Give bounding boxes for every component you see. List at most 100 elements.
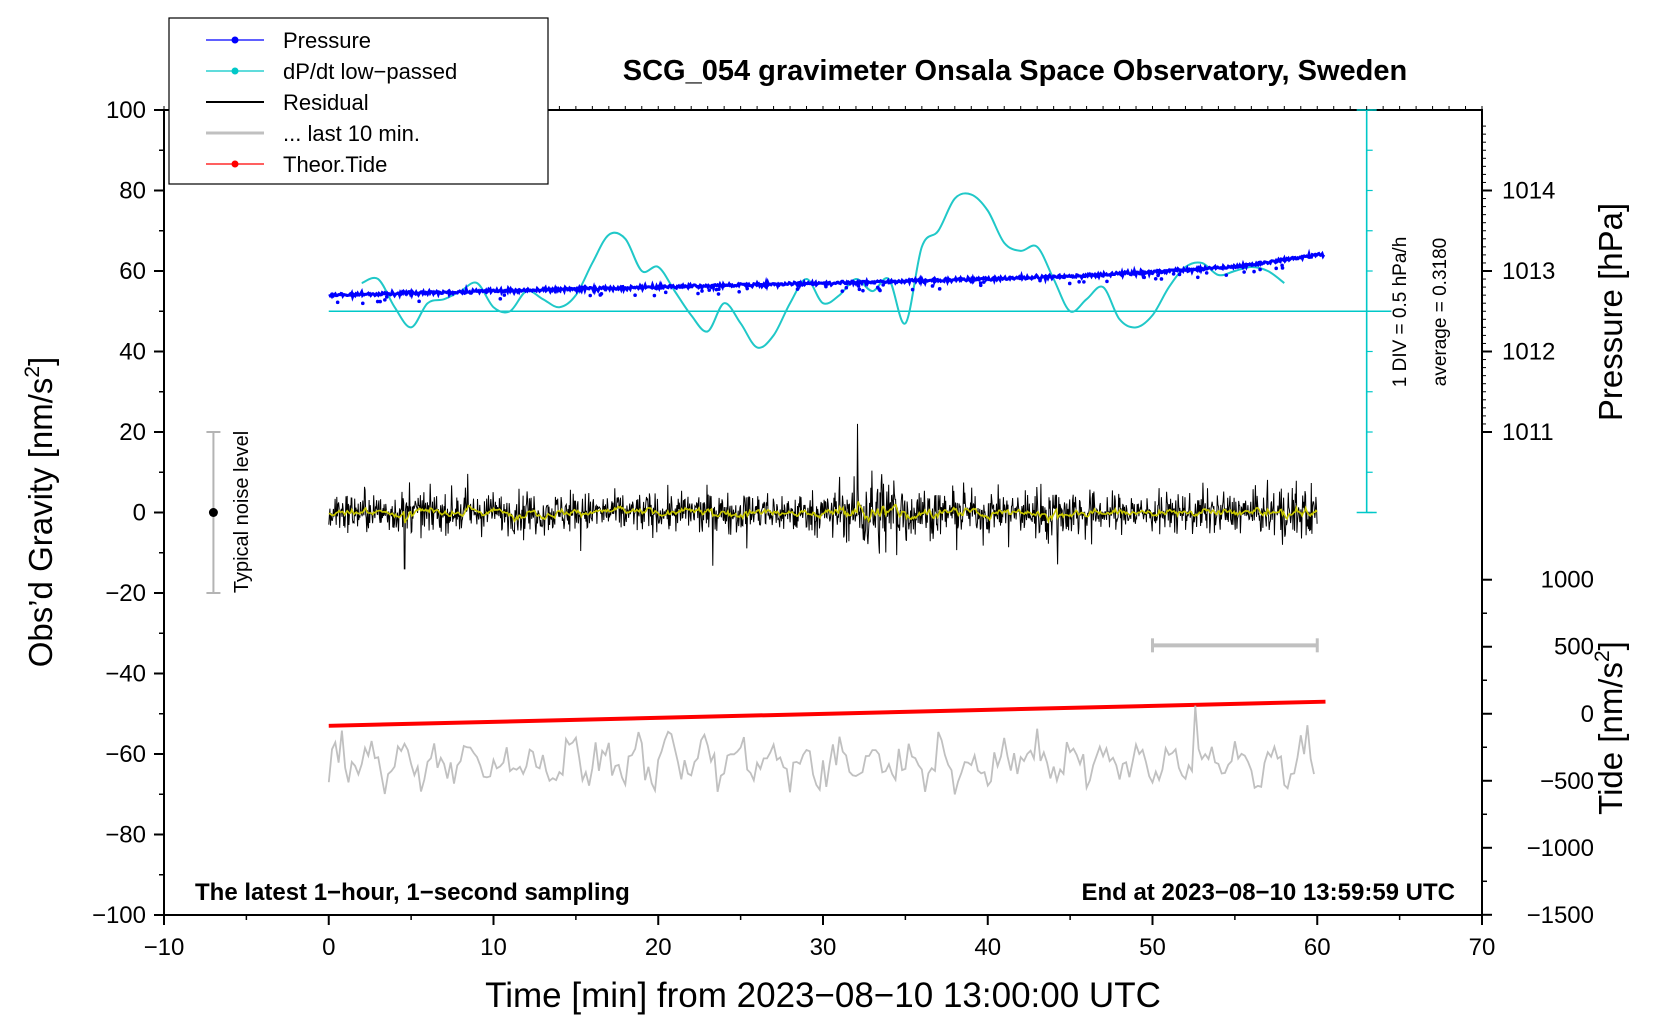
- pressure-series: [328, 248, 1326, 302]
- y-tick-label: −60: [105, 741, 146, 768]
- noise-bar-center: [208, 508, 218, 517]
- pressure-outlier: [633, 293, 637, 298]
- x-tick-label: 40: [974, 934, 1001, 961]
- pressure-outlier: [861, 288, 865, 293]
- y-axis-label-gravity: Obs’d Gravity [nm/s2]: [21, 357, 59, 668]
- last10-series: [327, 705, 1315, 795]
- pressure-outlier: [856, 284, 861, 288]
- pressure-outlier: [1204, 271, 1209, 275]
- pressure-outlier: [1242, 270, 1246, 274]
- pressure-tick-label: 1013: [1502, 258, 1555, 285]
- average-annotation: average = 0.3180: [1430, 238, 1451, 386]
- pressure-outlier: [700, 289, 704, 293]
- pressure-outlier: [1156, 273, 1160, 278]
- legend-tide-label: Theor.Tide: [283, 152, 387, 177]
- x-tick-label: 70: [1469, 934, 1496, 961]
- pressure-outlier: [663, 290, 668, 295]
- gravity-label-sup: 2: [21, 366, 44, 378]
- pressure-outlier: [417, 299, 421, 304]
- annotation-end-time: End at 2023−08−10 13:59:59 UTC: [1081, 879, 1455, 906]
- x-tick-label: 30: [810, 934, 837, 961]
- pressure-outlier: [1280, 266, 1285, 270]
- pressure-outlier: [881, 283, 885, 287]
- noise-label: Typical noise level: [231, 431, 253, 593]
- x-tick-label: 0: [322, 934, 335, 961]
- tide-tick-label: −1000: [1527, 835, 1594, 862]
- y-tick-label: 80: [119, 178, 146, 205]
- tide-label-sup: 2: [1591, 650, 1614, 662]
- pressure-tick-label: 1012: [1502, 339, 1555, 366]
- pressure-outlier: [696, 291, 700, 296]
- pressure-outlier: [745, 286, 750, 291]
- last10-layer: [327, 705, 1315, 795]
- axes-layer: −10 0 10 20 30 40 50 60 70100806040200−20−40−60−…: [92, 97, 1594, 961]
- pressure-outlier: [844, 285, 849, 290]
- x-tick-label: 10: [480, 934, 507, 961]
- residual-layer: [206, 423, 1318, 594]
- legend-residual-label: Residual: [283, 90, 369, 115]
- residual-series: [328, 423, 1318, 570]
- y-tick-label: 40: [119, 339, 146, 366]
- div-annotation: 1 DIV = 0.5 hPa/h: [1390, 237, 1411, 388]
- pressure-outlier: [1252, 269, 1256, 274]
- pressure-outlier: [824, 284, 828, 289]
- tide-tick-label: 0: [1581, 701, 1594, 728]
- legend-dpdt-label: dP/dt low−passed: [283, 59, 457, 84]
- tide-tick-label: 500: [1554, 634, 1594, 661]
- y-axis-label-tide: Tide [nm/s2]: [1591, 641, 1629, 815]
- pressure-outlier: [717, 287, 721, 291]
- pressure-outlier: [1077, 279, 1081, 284]
- pressure-layer: [328, 248, 1326, 306]
- pressure-outlier: [930, 284, 935, 288]
- pressure-outlier: [1067, 281, 1072, 286]
- legend-dpdt-marker: [231, 67, 239, 75]
- y-tick-label: −80: [105, 822, 146, 849]
- tide-tick-label: −500: [1540, 768, 1594, 795]
- legend-tide-marker: [231, 160, 239, 168]
- tide-series: [328, 699, 1326, 728]
- pressure-outlier: [360, 301, 365, 306]
- pressure-outlier: [335, 300, 340, 305]
- pressure-outlier: [652, 293, 657, 298]
- pressure-outlier: [1082, 280, 1086, 284]
- pressure-outlier: [877, 287, 881, 291]
- y-tick-label: 0: [133, 500, 146, 527]
- pressure-outlier: [1105, 279, 1109, 284]
- y-tick-label: −100: [92, 902, 146, 929]
- legend-pressure-label: Pressure: [283, 28, 371, 53]
- pressure-outlier: [1258, 267, 1262, 272]
- y-tick-label: −20: [105, 580, 146, 607]
- pressure-outlier: [383, 298, 387, 302]
- legend: Pressure dP/dt low−passed Residual ... l…: [168, 17, 549, 185]
- pressure-outlier: [1153, 276, 1158, 281]
- dpdt-layer: [328, 109, 1392, 514]
- y-tick-label: 60: [119, 258, 146, 285]
- tide-layer: [328, 638, 1326, 728]
- x-tick-label: 60: [1304, 934, 1331, 961]
- pressure-outlier: [588, 293, 593, 298]
- chart-title: SCG_054 gravimeter Onsala Space Observat…: [623, 55, 1407, 87]
- pressure-outlier: [978, 281, 983, 285]
- tide-label-main: Tide [nm/s: [1592, 662, 1629, 815]
- pressure-outlier: [1177, 272, 1182, 277]
- pressure-outlier: [1224, 273, 1229, 277]
- pressure-outlier: [1038, 278, 1042, 283]
- tide-label-end: ]: [1592, 641, 1629, 650]
- annotation-latest-hour: The latest 1−hour, 1−second sampling: [195, 879, 630, 906]
- pressure-outlier: [982, 280, 986, 284]
- legend-last10-label: ... last 10 min.: [283, 121, 420, 146]
- pressure-outlier: [795, 287, 800, 291]
- residual-smoothed-series: [328, 501, 1318, 524]
- pressure-outlier: [1274, 266, 1278, 271]
- pressure-outlier: [707, 288, 712, 292]
- y-tick-label: −40: [105, 661, 146, 688]
- y-tick-label: 20: [119, 419, 146, 446]
- y-axis-label-pressure: Pressure [hPa]: [1592, 203, 1629, 421]
- dpdt-series: [361, 192, 1285, 349]
- legend-pressure-marker: [231, 36, 239, 44]
- x-axis-label: Time [min] from 2023−08−10 13:00:00 UTC: [485, 976, 1161, 1015]
- pressure-outlier: [737, 289, 741, 294]
- gravity-label-main: Obs’d Gravity [nm/s: [22, 378, 59, 668]
- tide-tick-label: 1000: [1541, 567, 1594, 594]
